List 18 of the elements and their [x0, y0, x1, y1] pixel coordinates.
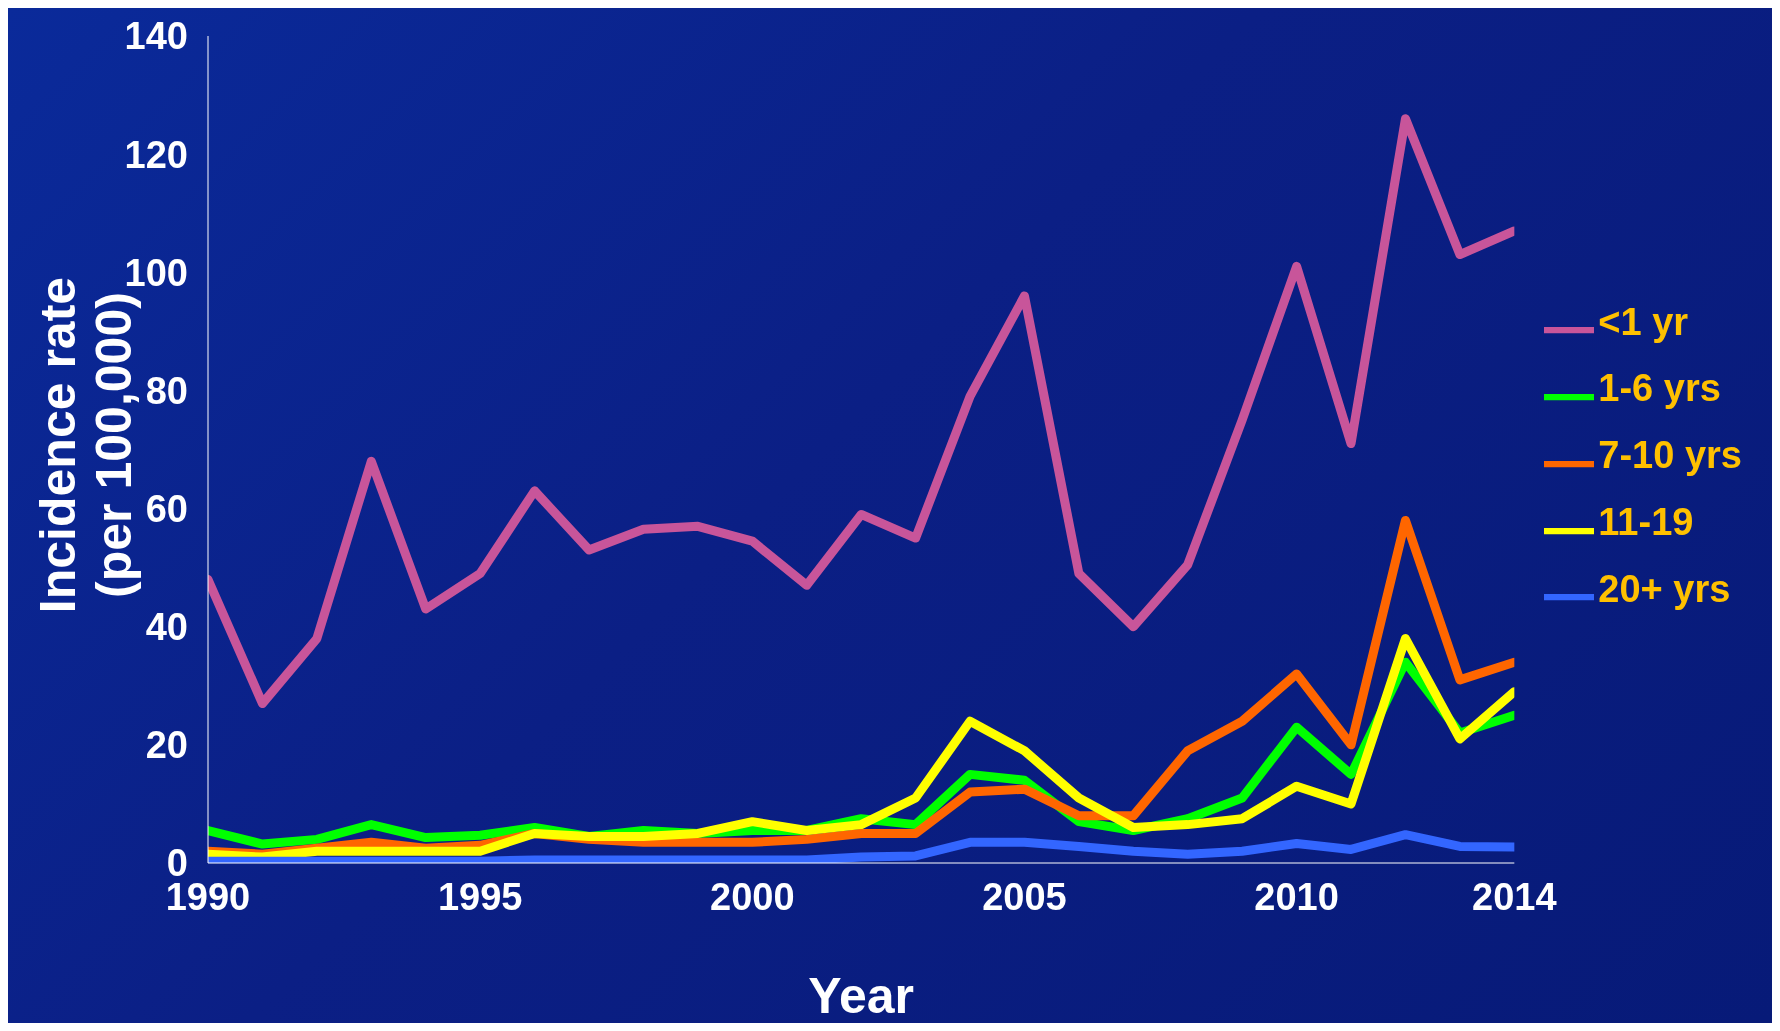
x-tick-label: 1990 — [165, 875, 251, 918]
x-tick-label: 2005 — [982, 875, 1067, 918]
y-tick-label: 80 — [145, 369, 188, 412]
legend-label: <1 yr — [1598, 300, 1689, 343]
legend-label: 7-10 yrs — [1598, 434, 1742, 477]
y-tick-label: 40 — [145, 606, 188, 649]
y-tick-label: 120 — [124, 133, 188, 176]
y-tick-label: 140 — [124, 15, 188, 58]
legend-label: 1-6 yrs — [1598, 367, 1721, 410]
x-tick-label: 2014 — [1472, 875, 1557, 918]
legend-label: 20+ yrs — [1598, 567, 1731, 610]
y-tick-label: 20 — [145, 724, 188, 767]
x-tick-label: 1995 — [437, 875, 523, 918]
x-axis-title: Year — [808, 968, 914, 1024]
y-tick-label: 60 — [145, 488, 188, 531]
x-tick-label: 2010 — [1254, 875, 1339, 918]
x-tick-label: 2000 — [710, 875, 795, 918]
legend-label: 11-19 — [1598, 500, 1694, 543]
